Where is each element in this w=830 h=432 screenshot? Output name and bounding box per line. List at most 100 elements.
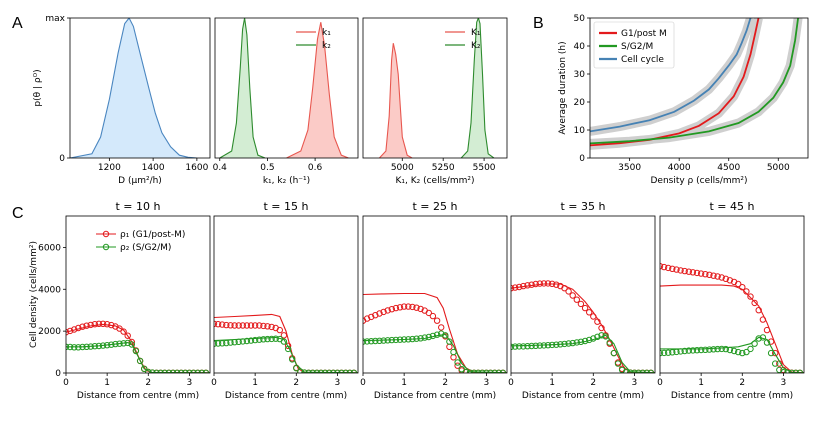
chart-c4: 0 1 2 3 Distance from centre (mm) t = 35 h [508,200,656,401]
chart-c3: 0 1 2 3 Distance from centre (mm) t = 25 h [360,200,508,401]
x-tick-label: 0 [360,378,366,388]
data-point [71,344,78,351]
data-point [120,328,127,335]
data-point [544,342,552,349]
data-point [372,337,379,345]
x-tick-label: 3 [484,378,490,388]
data-point [606,339,613,346]
data-point [689,347,697,354]
plot-frame-c1 [65,215,211,374]
model-line-1 [363,333,507,373]
data-point [548,341,556,349]
data-point [735,280,742,288]
data-point [95,320,103,327]
data-point [536,280,543,287]
model-line-0 [363,292,507,373]
x-axis-label: D (μm²/h) [118,176,162,186]
data-point [116,340,123,347]
data-point [561,285,568,292]
data-point [594,333,601,340]
y-tick-label: 6000 [38,243,61,253]
x-axis-label: Distance from centre (mm) [374,391,496,401]
y-tick-label: 40 [574,42,586,52]
data-point [227,322,234,329]
data-point [293,365,300,372]
data-point [516,283,523,291]
data-point [665,349,672,356]
data-point [409,335,416,343]
data-point [454,359,461,366]
x-axis-label: Distance from centre (mm) [77,391,199,401]
data-point [553,341,560,348]
data-point [380,308,387,316]
data-point [95,342,103,350]
x-axis-label: Density ρ (cells/mm²) [650,176,747,186]
chart-title: t = 10 h [116,200,161,213]
x-tick-label: 3 [781,378,787,388]
data-point [392,336,400,344]
plot-frame-c2 [213,215,359,374]
data-point [392,304,400,312]
data-point [219,340,226,347]
data-point [511,343,515,350]
chart-c5: 0 1 2 3 Distance from centre (mm) t = 45 h [657,200,805,401]
data-point [462,368,470,373]
data-point [396,304,404,311]
data-point [289,356,296,363]
y-tick-label: max [45,14,65,24]
data-point [718,345,725,353]
x-tick-label: 5250 [432,163,455,173]
data-point [103,321,111,328]
chart-a3: 5000 5250 5500 K₁, K₂ (cells/mm²) K₁ K₂ [362,17,508,186]
data-point [384,307,391,314]
x-tick-label: 5000 [767,163,790,173]
x-tick-label: 2 [739,378,745,388]
x-tick-label: 2 [590,378,596,388]
data-point [669,265,676,272]
data-point [610,349,618,357]
data-point [763,326,771,334]
data-point [112,340,119,348]
data-point [577,300,585,308]
x-tick-label: 4000 [668,163,691,173]
data-point [759,316,767,323]
data-point [573,296,580,303]
data-point [544,280,552,287]
data-point [380,337,387,344]
data-point [722,275,729,282]
panel-letter-c: C [12,205,24,222]
legend-label: k₁ [322,28,331,38]
data-point [660,263,668,271]
data-point [751,340,758,347]
data-point [602,333,609,340]
data-point [421,334,428,341]
plot-area [70,18,197,158]
data-point [66,327,74,335]
x-tick-label: 1400 [142,163,165,173]
data-point [755,335,762,342]
data-point [79,343,86,351]
data-point [214,340,222,347]
data-point [590,335,597,342]
data-point [726,277,734,284]
data-point [540,342,548,349]
x-tick-label: 3 [187,378,193,388]
legend-label: K₁ [471,28,481,38]
data-point [223,339,230,347]
data-point [372,312,379,319]
legend-label: ρ₁ (G1/post-M) [120,230,185,240]
data-point [128,341,136,348]
data-point [780,369,787,373]
data-point [268,323,275,331]
data-point [231,339,238,346]
legend-label: G1/post M [621,29,667,39]
data-point [772,349,779,357]
data-point [368,338,375,345]
x-tick-label: 3 [335,378,341,388]
data-point [511,343,519,350]
x-tick-label: 1600 [185,163,208,173]
data-point [565,288,572,295]
data-point [388,306,395,313]
data-point [569,339,576,347]
x-tick-label: 2 [442,378,448,388]
